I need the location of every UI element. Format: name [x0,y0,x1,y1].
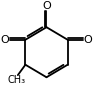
Text: O: O [84,35,92,45]
Text: CH₃: CH₃ [8,75,26,85]
Text: O: O [42,1,51,11]
Text: O: O [1,35,9,45]
